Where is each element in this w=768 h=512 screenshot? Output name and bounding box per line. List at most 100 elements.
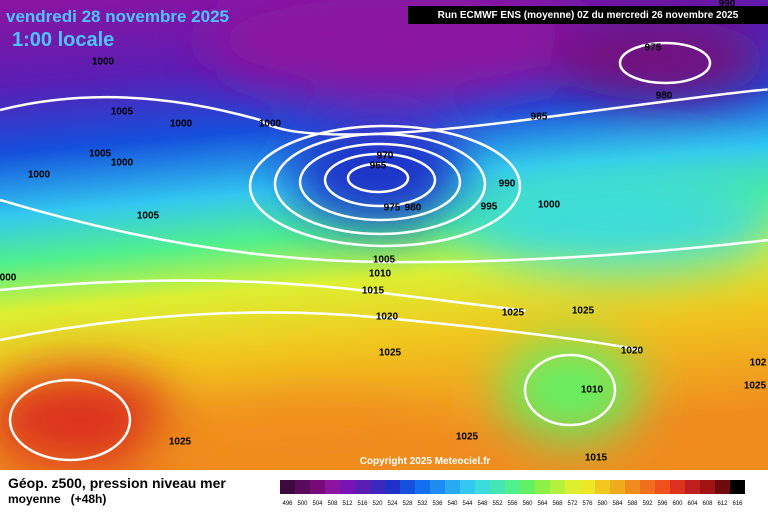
scale-swatch [400, 480, 415, 494]
isobar-label: 1020 [621, 346, 644, 357]
run-info: Run ECMWF ENS (moyenne) 0Z du mercredi 2… [438, 10, 739, 21]
isobar-label: 980 [405, 203, 422, 214]
isobar-label: 975 [645, 43, 662, 54]
scale-swatch [580, 480, 595, 494]
time: 1:00 locale [12, 29, 114, 51]
copyright: Copyright 2025 Meteociel.fr [360, 456, 491, 467]
scale-label: 608 [702, 501, 713, 507]
scale-label: 564 [537, 501, 548, 507]
isobar-label: 1020 [376, 312, 399, 323]
isobar-label: 1010 [369, 269, 392, 280]
scale-label: 568 [552, 501, 563, 507]
isobar-label: 1025 [502, 308, 525, 319]
isobar-label: 1025 [744, 381, 767, 392]
scale-swatch [325, 480, 340, 494]
scale-label: 560 [522, 501, 533, 507]
scale-swatch [445, 480, 460, 494]
scale-swatch [310, 480, 325, 494]
scale-label: 536 [432, 501, 443, 507]
scale-swatch [355, 480, 370, 494]
footer-subtitle: moyenne (+48h) [8, 492, 106, 506]
scale-swatch [490, 480, 505, 494]
scale-swatch [385, 480, 400, 494]
isobar-label: 990 [719, 0, 736, 10]
scale-swatch [520, 480, 535, 494]
isobar-label: 965 [370, 161, 387, 172]
scale-label: 544 [462, 501, 473, 507]
isobar-label: 000 [0, 273, 17, 284]
scale-swatch [370, 480, 385, 494]
scale-label: 592 [642, 501, 653, 507]
isobar-label: 1010 [581, 385, 604, 396]
isobar-label: 1025 [456, 432, 479, 443]
isobar-label: 1025 [572, 306, 595, 317]
isobar-label: 1015 [362, 286, 385, 297]
run-banner [408, 6, 768, 24]
scale-swatch [670, 480, 685, 494]
scale-swatch [700, 480, 715, 494]
isobar-label: 1000 [111, 158, 134, 169]
scale-label: 532 [417, 501, 428, 507]
scale-label: 524 [387, 501, 398, 507]
scale-swatch [415, 480, 430, 494]
scale-swatch [595, 480, 610, 494]
isobar-label: 1005 [373, 255, 396, 266]
isobar-label: 985 [531, 112, 548, 123]
isobar-label: 1025 [169, 437, 192, 448]
scale-label: 572 [567, 501, 578, 507]
scale-label: 540 [447, 501, 458, 507]
scale-label: 512 [342, 501, 353, 507]
scale-label: 548 [477, 501, 488, 507]
scale-swatch [475, 480, 490, 494]
isobar-label: 1005 [89, 149, 112, 160]
scale-label: 600 [672, 501, 683, 507]
isobar-label: 1005 [111, 107, 134, 118]
scale-label: 612 [717, 501, 728, 507]
scale-swatch [535, 480, 550, 494]
scale-label: 596 [657, 501, 668, 507]
isobar-label: 990 [499, 179, 516, 190]
scale-label: 556 [507, 501, 518, 507]
scale-swatch [625, 480, 640, 494]
scale-swatch [730, 480, 745, 494]
isobar-label: 975 [384, 203, 401, 214]
scale-swatch [685, 480, 700, 494]
isobar-label: 1005 [137, 211, 160, 222]
isobars [0, 41, 768, 462]
scale-swatch [610, 480, 625, 494]
scale-swatch [505, 480, 520, 494]
scale-label: 516 [357, 501, 368, 507]
scale-label: 520 [372, 501, 383, 507]
scale-swatch [280, 480, 295, 494]
scale-swatch [460, 480, 475, 494]
map-background [0, 0, 768, 480]
scale-label: 580 [597, 501, 608, 507]
isobar-label: 1000 [92, 57, 115, 68]
scale-swatch [340, 480, 355, 494]
isobar-label: 1000 [28, 170, 51, 181]
scale-label: 576 [582, 501, 593, 507]
scale-label: 504 [312, 501, 323, 507]
scale-label: 508 [327, 501, 338, 507]
isobar-label: 980 [656, 91, 673, 102]
isobar-label: 970 [377, 151, 394, 162]
scale-swatch [430, 480, 445, 494]
scale-label: 528 [402, 501, 413, 507]
isobar-label: 995 [481, 202, 498, 213]
scale-swatch [640, 480, 655, 494]
scale-swatch [565, 480, 580, 494]
isobar-label: 1000 [538, 200, 561, 211]
date: vendredi 28 novembre 2025 [6, 7, 229, 26]
scale-label: 500 [297, 501, 308, 507]
isobar-label: 102 [750, 358, 767, 369]
scale-label: 604 [687, 501, 698, 507]
scale-label: 496 [282, 501, 293, 507]
isobar-label: 1000 [170, 119, 193, 130]
scale-label: 552 [492, 501, 503, 507]
scale-label: 588 [627, 501, 638, 507]
footer-title: Géop. z500, pression niveau mer [8, 475, 226, 491]
isobar-label: 1025 [379, 348, 402, 359]
scale-label: 616 [732, 501, 743, 507]
scale-label: 584 [612, 501, 623, 507]
